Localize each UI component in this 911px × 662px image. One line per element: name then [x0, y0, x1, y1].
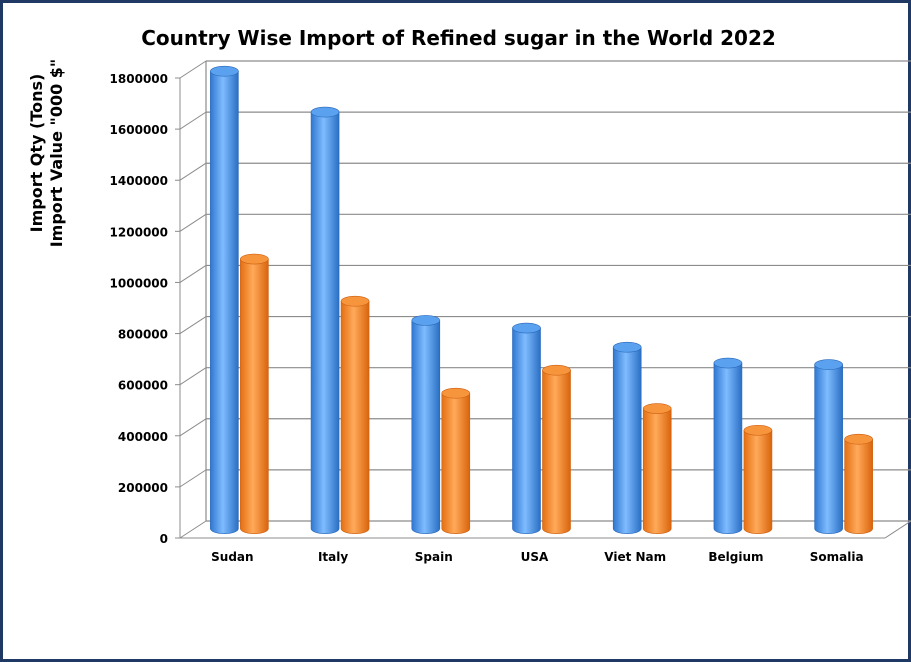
bar-top — [612, 341, 642, 353]
bar-body — [642, 408, 672, 534]
y-tick-label: 1200000 — [110, 225, 168, 239]
bar-body — [240, 258, 269, 534]
bar-top — [310, 106, 340, 118]
y-tick-label: 0 — [160, 532, 168, 546]
bar-top — [542, 364, 571, 376]
bar-spain-series-1 — [411, 315, 441, 534]
bar-top — [210, 65, 239, 77]
bar-belgium-series-1 — [713, 357, 743, 534]
bar-sudan-series-1 — [210, 65, 239, 534]
bar-top — [441, 387, 471, 399]
gridline-depth — [179, 111, 207, 130]
bar-top — [814, 359, 843, 370]
bar-top — [713, 357, 743, 369]
bar-body — [844, 438, 873, 534]
bar-body — [743, 429, 773, 534]
x-tick-label: Somalia — [810, 550, 864, 564]
y-tick-label: 400000 — [118, 430, 168, 444]
bar-usa-series-2 — [542, 364, 571, 534]
bar-body — [713, 362, 743, 534]
bar-viet-nam-series-2 — [642, 403, 672, 534]
gridline-depth — [179, 162, 207, 181]
x-tick-label: USA — [521, 550, 549, 564]
y-tick-label: 800000 — [118, 328, 168, 342]
x-tick-label: Italy — [318, 550, 348, 564]
bar-body — [210, 70, 239, 534]
bar-top — [743, 424, 773, 436]
bar-spain-series-2 — [441, 387, 471, 534]
y-tick-label: 200000 — [118, 481, 168, 495]
y-tick-label: 1000000 — [110, 276, 168, 290]
bar-body — [340, 300, 370, 534]
x-tick-label: Belgium — [708, 550, 763, 564]
bar-body — [441, 392, 471, 534]
floor-right-edge — [884, 520, 911, 539]
bar-top — [340, 295, 370, 307]
gridline-depth — [179, 367, 207, 386]
bar-usa-series-1 — [512, 322, 541, 534]
bar-body — [310, 111, 340, 534]
bar-italy-series-1 — [310, 106, 340, 534]
bar-top — [512, 322, 541, 334]
bar-viet-nam-series-1 — [612, 341, 642, 534]
bar-body — [512, 327, 541, 534]
y-tick-label: 1600000 — [110, 123, 168, 137]
gridline-depth — [179, 520, 207, 539]
bar-top — [642, 403, 672, 414]
chart-title: Country Wise Import of Refined sugar in … — [141, 26, 776, 50]
gridline-depth — [179, 60, 207, 79]
bar-italy-series-2 — [340, 295, 370, 534]
bar-top — [240, 253, 269, 265]
gridline-depth — [179, 469, 207, 488]
x-tick-label: Viet Nam — [604, 550, 666, 564]
bar-somalia-series-1 — [814, 359, 843, 534]
bar-sudan-series-2 — [240, 253, 269, 534]
gridline-depth — [179, 418, 207, 437]
gridline-depth — [179, 265, 207, 283]
gridline-depth — [179, 316, 207, 334]
y-tick-label: 600000 — [118, 379, 168, 393]
bar-belgium-series-2 — [743, 424, 773, 534]
x-tick-label: Spain — [415, 550, 453, 564]
gridline-depth — [179, 213, 207, 232]
bar-body — [814, 364, 843, 534]
bar-body — [542, 369, 571, 534]
bar-body — [612, 346, 642, 534]
bar-top — [411, 315, 441, 326]
x-tick-label: Sudan — [211, 550, 253, 564]
bar-body — [411, 320, 441, 534]
y-tick-label: 1800000 — [110, 72, 168, 86]
bar-top — [844, 433, 873, 445]
bar-somalia-series-2 — [844, 433, 873, 534]
y-tick-label: 1400000 — [110, 174, 168, 188]
